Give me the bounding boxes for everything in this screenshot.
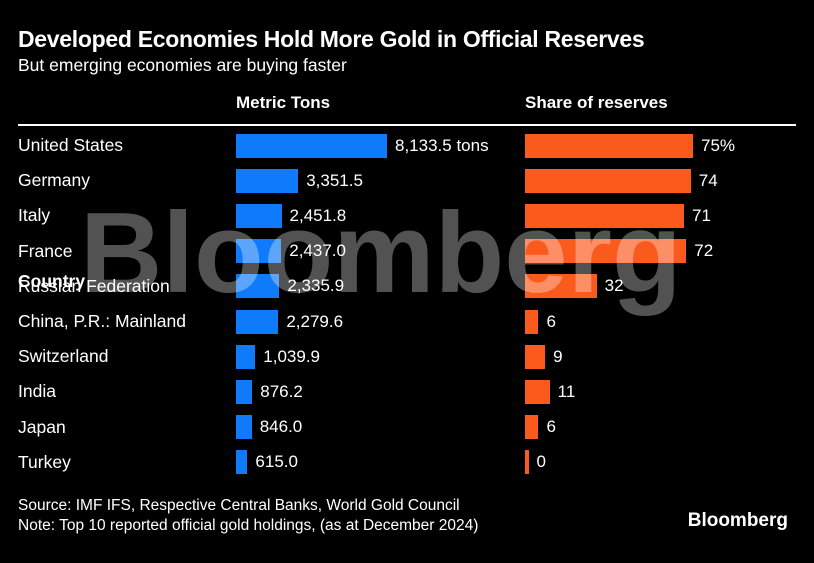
table-row: United States 8,133.5 tons 75% [0, 128, 814, 163]
share-value: 32 [604, 276, 624, 296]
metric-tons-value: 8,133.5 tons [395, 135, 489, 155]
metric-tons-cell: 2,335.9 [236, 269, 344, 304]
share-bar [525, 168, 691, 193]
footer: Source: IMF IFS, Respective Central Bank… [18, 496, 478, 535]
metric-tons-cell: 846.0 [236, 410, 302, 445]
share-value: 11 [557, 381, 576, 401]
share-bar [525, 274, 597, 299]
share-bar [525, 309, 539, 334]
table-row: China, P.R.: Mainland 2,279.6 6 [0, 304, 814, 339]
metric-tons-value: 2,279.6 [286, 311, 344, 331]
share-cell: 6 [525, 410, 556, 445]
share-bar [525, 415, 539, 440]
metric-tons-value: 2,437.0 [289, 241, 346, 261]
metric-tons-bar [236, 168, 299, 193]
metric-tons-cell: 2,451.8 [236, 198, 346, 233]
table-row: Japan 846.0 6 [0, 410, 814, 445]
metric-tons-value: 3,351.5 [306, 170, 363, 190]
share-value: 75% [701, 135, 736, 155]
country-label: India [18, 381, 56, 402]
metric-tons-bar [236, 203, 282, 228]
table-row: Germany 3,351.5 74 [0, 163, 814, 198]
table-row: Italy 2,451.8 71 [0, 198, 814, 233]
metric-tons-value: 2,451.8 [289, 205, 347, 225]
metric-tons-bar [236, 450, 248, 475]
table-row: France 2,437.0 72 [0, 234, 814, 269]
share-value: 74 [698, 170, 718, 190]
metric-tons-cell: 2,279.6 [236, 304, 343, 339]
share-value: 6 [546, 311, 556, 331]
metric-tons-value: 615.0 [255, 452, 298, 472]
metric-tons-value: 1,039.9 [263, 346, 321, 366]
country-label: China, P.R.: Mainland [18, 311, 186, 332]
share-value: 9 [553, 346, 563, 366]
share-cell: 72 [525, 234, 713, 269]
column-header-share: Share of reserves [525, 93, 668, 112]
metric-tons-value: 846.0 [259, 417, 303, 437]
bloomberg-logo: Bloomberg [687, 510, 788, 531]
share-cell: 6 [525, 304, 556, 339]
chart-rows: United States 8,133.5 tons 75% Germany 3… [0, 128, 814, 480]
share-cell: 32 [525, 269, 624, 304]
country-label: Switzerland [18, 346, 109, 367]
share-bar [525, 133, 693, 158]
metric-tons-cell: 1,039.9 [236, 339, 320, 374]
metric-tons-bar [236, 415, 252, 440]
page-title: Developed Economies Hold More Gold in Of… [18, 26, 645, 52]
share-value: 71 [692, 205, 711, 225]
metric-tons-bar [236, 133, 387, 158]
share-bar [525, 344, 546, 369]
metric-tons-bar [236, 309, 279, 334]
metric-tons-cell: 2,437.0 [236, 234, 346, 269]
country-label: Turkey [18, 451, 71, 472]
share-bar [525, 203, 685, 228]
table-row: Russian Federation 2,335.9 32 [0, 269, 814, 304]
metric-tons-bar [236, 239, 282, 264]
share-value: 0 [536, 452, 546, 472]
chart-note: Note: Top 10 reported official gold hold… [18, 516, 479, 534]
metric-tons-bar [236, 344, 256, 369]
table-row: Switzerland 1,039.9 9 [0, 339, 814, 374]
share-value: 6 [546, 417, 556, 437]
share-cell: 9 [525, 339, 563, 374]
share-cell: 74 [525, 163, 718, 198]
country-label: Japan [18, 416, 66, 437]
chart-subtitle: But emerging economies are buying faster [18, 55, 347, 75]
share-cell: 71 [525, 198, 711, 233]
metric-tons-cell: 3,351.5 [236, 163, 363, 198]
metric-tons-cell: 876.2 [236, 374, 303, 409]
share-cell: 75% [525, 128, 735, 163]
metric-tons-value: 876.2 [260, 381, 303, 401]
table-row: India 876.2 11 [0, 374, 814, 409]
metric-tons-bar [236, 274, 280, 299]
column-header-metric-tons: Metric Tons [236, 93, 331, 112]
header-divider [18, 124, 796, 126]
share-cell: 11 [525, 374, 575, 409]
share-bar [525, 379, 550, 404]
metric-tons-cell: 615.0 [236, 445, 298, 480]
metric-tons-cell: 8,133.5 tons [236, 128, 489, 163]
country-label: Russian Federation [18, 275, 170, 296]
table-row: Turkey 615.0 0 [0, 445, 814, 480]
country-label: United States [18, 135, 124, 156]
metric-tons-value: 2,335.9 [287, 276, 345, 296]
country-label: France [18, 240, 73, 261]
column-header-country: Country [18, 271, 86, 291]
country-label: Germany [18, 170, 90, 191]
metric-tons-bar [236, 379, 253, 404]
source-note: Source: IMF IFS, Respective Central Bank… [18, 497, 460, 514]
share-bar [525, 239, 687, 264]
share-value: 72 [694, 241, 714, 261]
country-label: Italy [18, 205, 51, 226]
share-bar [525, 450, 529, 475]
share-cell: 0 [525, 445, 546, 480]
